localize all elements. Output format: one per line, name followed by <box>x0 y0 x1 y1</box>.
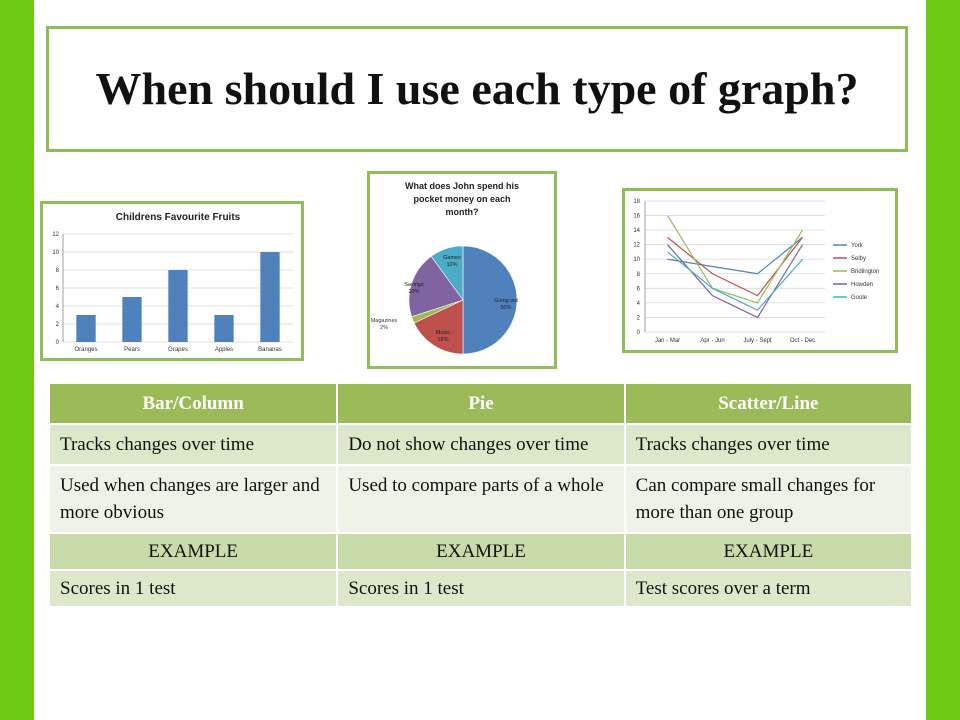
bar-apples <box>214 315 234 342</box>
title-box: When should I use each type of graph? <box>46 26 908 152</box>
line-y-tick: 10 <box>633 257 640 263</box>
bar-x-tick: Grapes <box>168 347 188 353</box>
line-y-tick: 16 <box>633 214 640 220</box>
bar-grapes <box>168 270 188 342</box>
pie-slice-label: Games <box>443 255 461 261</box>
table-cell: EXAMPLE <box>624 533 914 570</box>
bar-chart-title: Childrens Favourite Fruits <box>116 212 241 223</box>
bar-x-tick: Apples <box>215 347 233 353</box>
pie-slice-label: Music <box>436 330 451 336</box>
table-cell: EXAMPLE <box>50 533 339 570</box>
line-x-tick: Apr - Jun <box>700 338 724 344</box>
pie-slice-percent: 18% <box>437 337 448 343</box>
table-row-example: EXAMPLE EXAMPLE EXAMPLE <box>50 533 914 570</box>
bar-x-tick: Bananas <box>258 347 282 353</box>
bar-x-tick: Pears <box>124 347 140 353</box>
pie-title-line: What does John spend his <box>405 181 519 191</box>
legend-label: Goole <box>851 295 868 301</box>
pie-slice-label: Going out <box>494 298 518 304</box>
bar-bananas <box>260 252 280 342</box>
line-y-tick: 4 <box>637 301 641 307</box>
pie-slice-label: Savings <box>404 282 424 288</box>
bar-pears <box>122 297 142 342</box>
table-cell: Can compare small changes for more than … <box>624 465 914 533</box>
line-x-tick: July - Sept <box>743 338 772 344</box>
bar-x-tick: Oranges <box>74 347 97 353</box>
pie-slice-percent: 20% <box>408 289 419 295</box>
pie-slice-percent: 2% <box>380 325 388 331</box>
table-row: Tracks changes over time Do not show cha… <box>50 424 914 465</box>
left-accent-bar <box>0 0 34 720</box>
table-cell: Scores in 1 test <box>337 570 626 607</box>
pie-slice-going-out <box>462 245 518 355</box>
header-pie: Pie <box>337 384 626 424</box>
line-y-tick: 0 <box>637 330 641 336</box>
legend-label: Selby <box>851 256 866 262</box>
pie-slice-savings <box>408 255 464 318</box>
table-row: Scores in 1 test Scores in 1 test Test s… <box>50 570 914 607</box>
bar-y-tick: 2 <box>56 322 60 328</box>
line-y-tick: 2 <box>637 315 641 321</box>
table-cell: Do not show changes over time <box>337 424 626 465</box>
table-cell: Used when changes are larger and more ob… <box>50 465 339 533</box>
line-chart: 0 2 4 6 8 10 12 14 16 18 Jan - Mar Apr - Jun July - … <box>633 199 879 344</box>
slide-title: When should I use each type of graph? <box>95 63 859 114</box>
pie-title-line: month? <box>446 207 479 217</box>
line-x-tick: Oct - Dec <box>790 338 815 344</box>
bar-y-tick: 8 <box>56 268 60 274</box>
table-cell: Scores in 1 test <box>50 570 339 607</box>
table-header-row: Bar/Column Pie Scatter/Line <box>50 384 914 424</box>
bar-y-tick: 12 <box>52 232 59 238</box>
bar-y-tick: 6 <box>56 286 60 292</box>
table-cell: Test scores over a term <box>624 570 914 607</box>
comparison-table: Bar/Column Pie Scatter/Line Tracks chang… <box>50 384 914 608</box>
table-cell: Used to compare parts of a whole <box>337 465 626 533</box>
line-y-tick: 18 <box>633 199 640 205</box>
line-series-york <box>667 236 803 275</box>
line-y-tick: 6 <box>637 286 641 292</box>
pie-title-line: pocket money on each <box>413 194 510 204</box>
pie-slice-music <box>413 299 464 355</box>
header-scatter-line: Scatter/Line <box>624 384 914 424</box>
pie-slice-games <box>430 245 464 301</box>
bar-chart-frame: Childrens Favourite Fruits 0 2 4 6 8 10 12 Orang… <box>40 201 304 361</box>
bar-y-tick: 10 <box>52 250 59 256</box>
pie-chart-frame: What does John spend his pocket money on … <box>367 171 557 369</box>
bar-y-tick: 0 <box>56 340 60 346</box>
legend-label: York <box>851 243 864 249</box>
pie-chart: What does John spend his pocket money on … <box>371 181 519 355</box>
line-chart-frame: 0 2 4 6 8 10 12 14 16 18 Jan - Mar Apr - Jun July - … <box>622 188 898 353</box>
pie-slice-percent: 10% <box>446 262 457 268</box>
bar-chart: Childrens Favourite Fruits 0 2 4 6 8 10 12 Orang… <box>52 212 293 353</box>
bar-oranges <box>76 315 96 342</box>
line-series-bridlington <box>666 215 804 304</box>
header-bar-column: Bar/Column <box>50 384 339 424</box>
line-series-selby <box>667 236 803 297</box>
right-accent-bar <box>926 0 960 720</box>
legend-label: Howden <box>851 282 873 288</box>
line-y-tick: 14 <box>633 228 640 234</box>
line-series-goole <box>667 251 803 311</box>
table-row: Used when changes are larger and more ob… <box>50 465 914 533</box>
line-y-tick: 12 <box>633 243 640 249</box>
pie-slice-label: Magazines <box>371 318 398 324</box>
legend-label: Bridlington <box>851 269 879 275</box>
table-cell: Tracks changes over time <box>624 424 914 465</box>
table-cell: Tracks changes over time <box>50 424 339 465</box>
table-cell: EXAMPLE <box>337 533 626 570</box>
pie-slice-percent: 50% <box>500 305 511 311</box>
line-x-tick: Jan - Mar <box>655 338 680 344</box>
line-series-howden <box>667 244 804 319</box>
line-y-tick: 8 <box>637 272 641 278</box>
bar-y-tick: 4 <box>56 304 60 310</box>
